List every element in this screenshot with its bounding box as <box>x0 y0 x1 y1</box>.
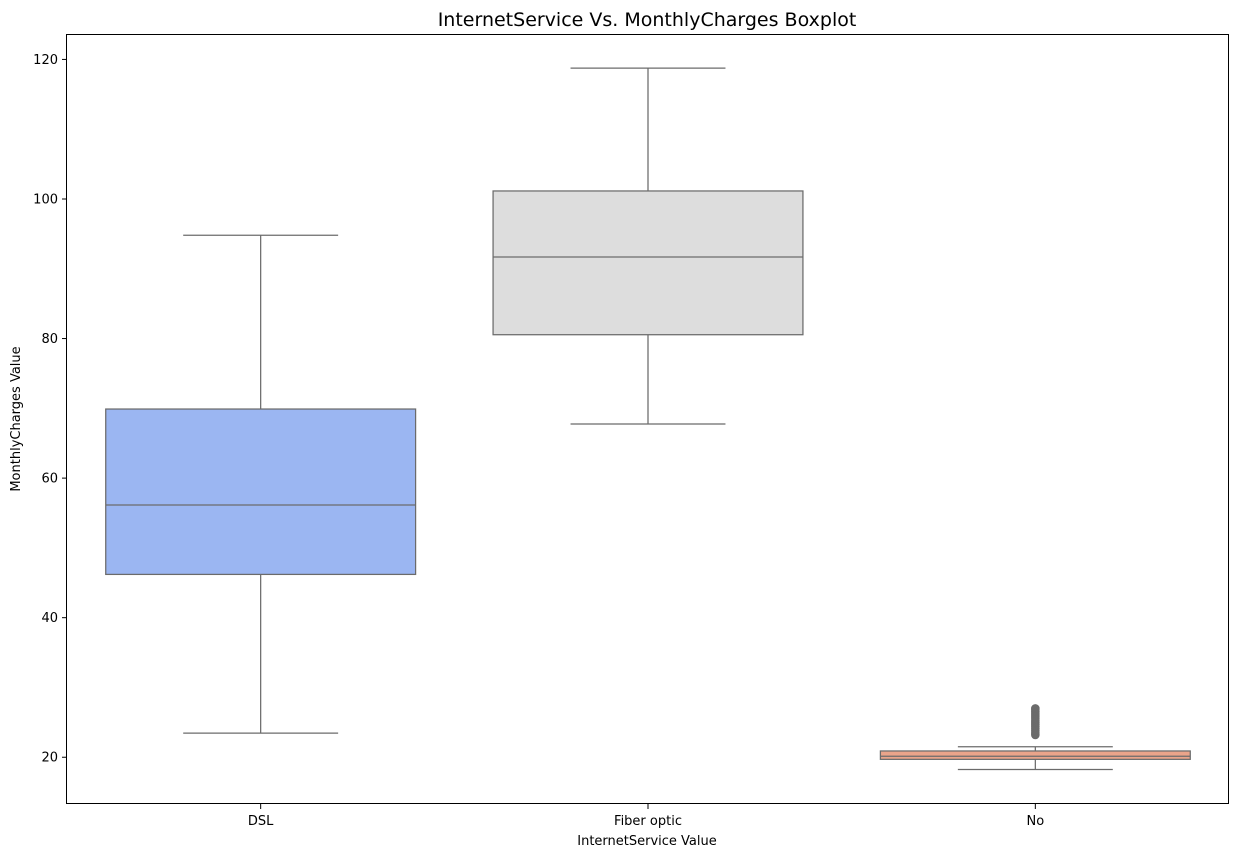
box-series <box>105 67 1191 771</box>
y-tick-label: 40 <box>41 611 58 626</box>
box-iqr <box>879 750 1191 760</box>
x-axis-label: InternetService Value <box>577 834 717 849</box>
box-iqr <box>492 190 804 336</box>
y-tick-label: 100 <box>33 192 58 207</box>
box-group <box>105 234 417 734</box>
box-iqr <box>105 408 417 576</box>
x-axis: DSL Fiber optic No <box>248 804 1044 829</box>
y-tick-label: 120 <box>33 53 58 68</box>
box-group <box>492 67 804 425</box>
x-tick-label: DSL <box>248 814 274 829</box>
x-tick-label: Fiber optic <box>614 814 682 829</box>
plot-area <box>66 34 1229 804</box>
outlier-point <box>1031 704 1040 713</box>
y-tick-label: 20 <box>41 751 58 766</box>
box-group <box>879 704 1191 771</box>
y-tick-label: 60 <box>41 472 58 487</box>
y-tick-label: 80 <box>41 332 58 347</box>
x-tick-label: No <box>1026 814 1044 829</box>
y-axis-label: MonthlyCharges Value <box>9 346 24 491</box>
chart-title: InternetService Vs. MonthlyCharges Boxpl… <box>438 9 857 31</box>
y-axis: 20 40 60 80 100 120 <box>33 53 67 766</box>
